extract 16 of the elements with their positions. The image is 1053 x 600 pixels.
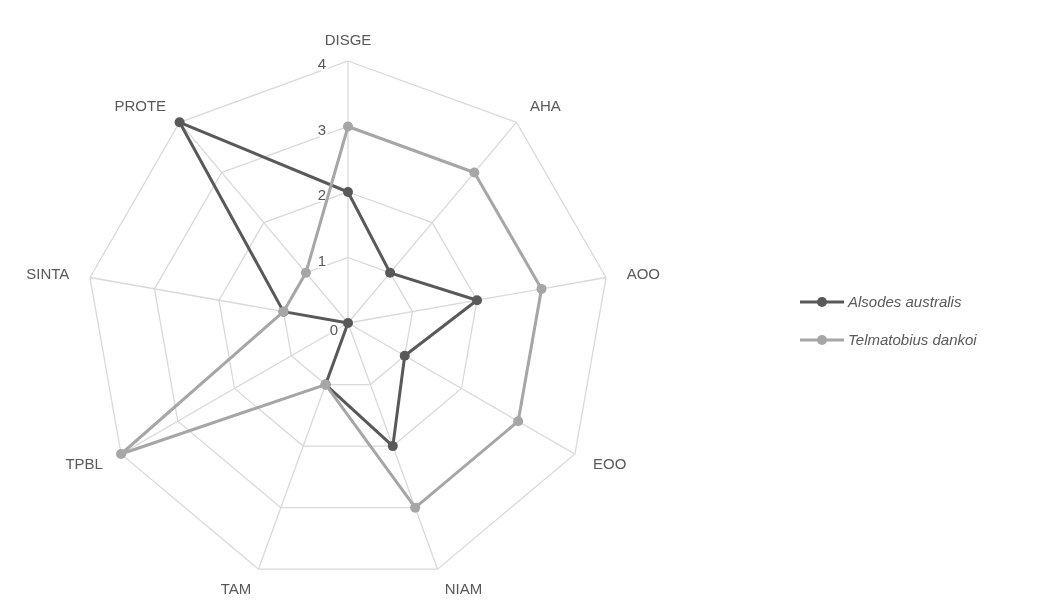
y-tick-label: 1	[317, 251, 326, 269]
spoke-label: AHA	[529, 97, 561, 115]
spoke-label: EOO	[593, 455, 627, 473]
legend-label: Telmatobius dankoi	[848, 331, 978, 348]
spoke-label: TPBL	[65, 455, 103, 473]
spoke-label: PROTE	[114, 97, 167, 115]
legend-label: Alsodes australis	[847, 293, 962, 310]
y-tick-label: 2	[317, 186, 326, 203]
spoke-label: SINTA	[26, 264, 70, 282]
y-tick-label: 3	[317, 120, 326, 138]
spoke-label: DISGE	[324, 31, 372, 49]
y-tick-label: 0	[329, 321, 338, 338]
spoke-label: NIAM	[444, 579, 483, 597]
y-tick-label: 4	[317, 55, 326, 72]
spoke-label: TAM	[220, 579, 252, 597]
spoke-label: AOO	[626, 264, 660, 282]
